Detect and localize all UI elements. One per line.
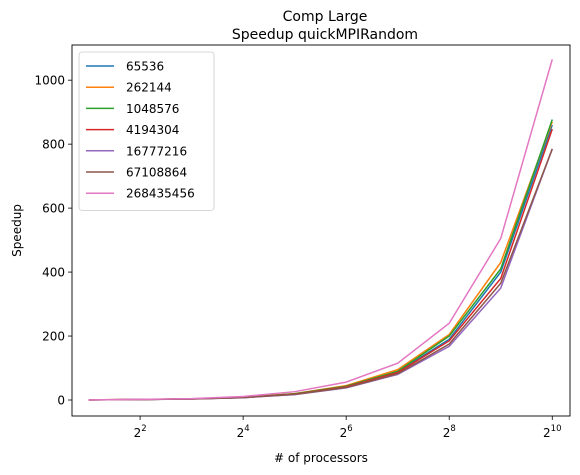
y-axis-label: Speedup <box>10 204 24 257</box>
chart-title: Comp Large <box>283 9 368 25</box>
legend-label-65536: 65536 <box>126 60 164 74</box>
x-tick-exponent: 2 <box>141 424 146 434</box>
y-tick-label: 800 <box>42 138 65 152</box>
x-tick-exponent: 4 <box>244 424 249 434</box>
legend-label-1048576: 1048576 <box>126 102 179 116</box>
x-tick-base: 2 <box>237 426 245 440</box>
x-tick-base: 2 <box>134 426 142 440</box>
plot-area <box>88 59 553 401</box>
x-tick-exponent: 10 <box>551 424 562 434</box>
x-tick-base: 2 <box>340 426 348 440</box>
x-tick-label: 210 <box>543 424 561 440</box>
y-axis-ticks: 0 200 400 600 800 1000 <box>34 74 72 408</box>
x-tick-exponent: 6 <box>347 424 352 434</box>
series-line-268435456 <box>88 59 553 401</box>
y-tick-label: 0 <box>57 394 65 408</box>
x-tick-base: 2 <box>443 426 451 440</box>
x-tick-label: 26 <box>340 424 353 440</box>
legend-label-16777216: 16777216 <box>126 144 187 158</box>
x-tick-base: 2 <box>543 426 551 440</box>
chart-subtitle: Speedup quickMPIRandom <box>232 27 418 43</box>
legend-label-268435456: 268435456 <box>126 187 195 201</box>
x-axis-ticks: 22 24 26 28 210 <box>134 416 561 440</box>
legend-label-67108864: 67108864 <box>126 166 187 180</box>
x-axis-label: # of processors <box>274 451 368 465</box>
legend-box <box>78 51 215 211</box>
x-tick-label: 24 <box>237 424 250 440</box>
y-tick-label: 400 <box>42 266 65 280</box>
y-tick-label: 600 <box>42 202 65 216</box>
legend-label-262144: 262144 <box>126 81 172 95</box>
x-tick-label: 22 <box>134 424 147 440</box>
legend-label-4194304: 4194304 <box>126 123 179 137</box>
y-tick-label: 200 <box>42 330 65 344</box>
x-tick-label: 28 <box>443 424 456 440</box>
legend: 65536 262144 1048576 4194304 16777216 6710886… <box>78 51 215 211</box>
y-tick-label: 1000 <box>34 74 65 88</box>
plot-frame <box>71 44 571 417</box>
x-tick-exponent: 8 <box>450 424 455 434</box>
